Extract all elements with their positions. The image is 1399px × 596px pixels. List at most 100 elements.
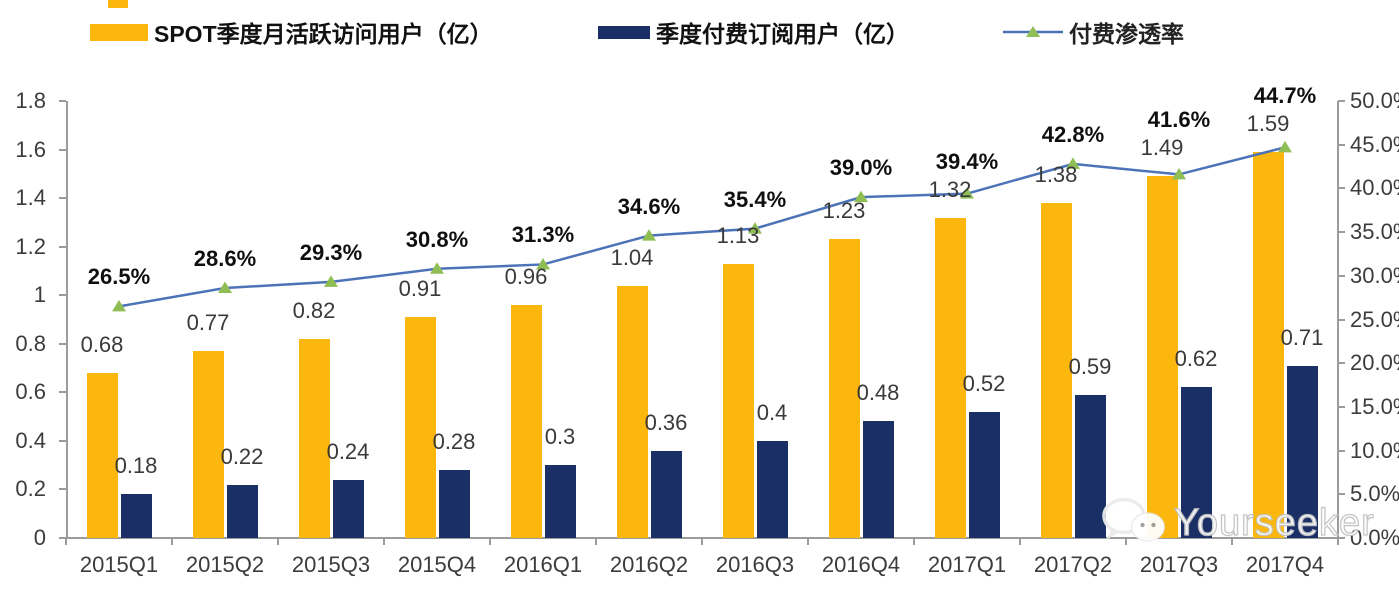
subscribers-bar (544, 465, 576, 538)
y-axis-tick-mark (59, 439, 66, 442)
right-axis-tick-mark (1338, 537, 1345, 539)
right-axis-tick-mark (1338, 405, 1345, 408)
subscribers-bar-label: 0.24 (326, 438, 370, 464)
x-axis-label: 2017Q4 (1245, 552, 1325, 577)
mau-legend-swatch (90, 23, 148, 41)
penetration-label: 31.3% (511, 222, 575, 248)
y-axis-tick-label: 1 (33, 282, 46, 308)
x-axis-tick-mark (913, 538, 915, 545)
x-axis-label: 2015Q1 (79, 552, 159, 577)
mau-bar-label: 0.82 (292, 297, 336, 323)
subscribers-bar (120, 494, 152, 538)
subscribers-bar-label: 0.36 (644, 409, 688, 435)
subscribers-bar-label: 0.62 (1174, 346, 1218, 372)
mau-bar-label: 1.04 (610, 244, 654, 270)
subscribers-legend-label: 季度付费订阅用户（亿） (656, 21, 909, 47)
penetration-label: 44.7% (1253, 82, 1317, 108)
penetration-legend-label: 付费渗透率 (1069, 21, 1184, 47)
right-axis-tick-label: 30.0% (1350, 262, 1399, 288)
mau-bar-label: 1.38 (1034, 161, 1078, 187)
cropped-yellow-artifact (108, 0, 128, 8)
subscribers-bar-label: 0.52 (962, 370, 1006, 396)
subscribers-bar (756, 440, 788, 538)
mau-bar-label: 0.68 (80, 331, 124, 357)
subscribers-bar-label: 0.48 (856, 380, 900, 406)
x-axis-tick-mark (1231, 538, 1233, 545)
right-axis-tick-label: 35.0% (1350, 219, 1399, 245)
right-axis-tick-mark (1338, 449, 1345, 452)
right-axis-tick-mark (1338, 231, 1345, 234)
mau-bar (616, 285, 648, 538)
y-axis-tick-mark (59, 148, 66, 151)
right-axis-tick-mark (1338, 274, 1345, 277)
right-axis-tick-mark (1338, 100, 1345, 102)
y-axis-tick-mark (59, 342, 66, 345)
x-axis-label: 2016Q4 (821, 552, 901, 577)
right-axis-tick-mark (1338, 362, 1345, 365)
mau-bar-label: 1.13 (716, 222, 760, 248)
subscribers-bar-label: 0.3 (544, 424, 576, 450)
x-axis-label: 2017Q1 (927, 552, 1007, 577)
y-axis-tick-label: 0.2 (15, 476, 46, 502)
subscribers-bar-label: 0.4 (756, 399, 788, 425)
y-axis-tick-label: 1.4 (15, 185, 46, 211)
penetration-label: 28.6% (193, 246, 257, 272)
x-axis-label: 2015Q3 (291, 552, 371, 577)
legend-item-penetration: 付费渗透率 (1003, 18, 1184, 47)
subscribers-bar-label: 0.28 (432, 429, 476, 455)
mau-bar (722, 263, 754, 538)
x-axis-tick-mark (383, 538, 385, 545)
y-axis-tick-mark (59, 197, 66, 200)
mau-bar-label: 1.32 (928, 176, 972, 202)
right-axis-tick-mark (1338, 187, 1345, 190)
subscribers-bar-label: 0.71 (1280, 324, 1324, 350)
mau-bar-label: 1.23 (822, 198, 866, 224)
right-axis-tick-mark (1338, 493, 1345, 496)
line-triangle-legend-swatch (1003, 26, 1063, 37)
mau-bar (404, 317, 436, 538)
mau-bar (86, 372, 118, 538)
x-axis-label: 2016Q1 (503, 552, 583, 577)
x-axis-label: 2015Q2 (185, 552, 265, 577)
y-axis-tick-label: 1.6 (15, 136, 46, 162)
subscribers-bar (226, 484, 258, 538)
y-axis-tick-mark (59, 245, 66, 248)
penetration-label: 39.0% (829, 155, 893, 181)
y-axis-tick-label: 1.8 (15, 88, 46, 113)
legend-item-mau: SPOT季度月活跃访问用户（亿） (90, 18, 493, 47)
right-axis-tick-label: 20.0% (1350, 350, 1399, 376)
subscribers-legend-swatch (598, 25, 650, 39)
right-axis-tick-mark (1338, 318, 1345, 321)
right-axis-tick-label: 40.0% (1350, 175, 1399, 201)
x-axis-tick-mark (489, 538, 491, 545)
subscribers-bar (650, 450, 682, 538)
right-axis-tick-label: 10.0% (1350, 437, 1399, 463)
right-axis-tick-mark (1338, 143, 1345, 146)
y-axis-tick-mark (59, 391, 66, 394)
x-axis-label: 2017Q2 (1033, 552, 1113, 577)
x-axis-label: 2015Q4 (397, 552, 477, 577)
right-axis-tick-label: 0.0% (1350, 525, 1399, 550)
penetration-label: 35.4% (723, 186, 787, 212)
x-axis-tick-mark (171, 538, 173, 545)
x-axis-tick-mark (65, 538, 67, 545)
penetration-label: 30.8% (405, 226, 469, 252)
mau-bar-label: 0.77 (186, 310, 230, 336)
penetration-label: 39.4% (935, 148, 999, 174)
penetration-label: 34.6% (617, 193, 681, 219)
penetration-label: 26.5% (87, 264, 151, 290)
y-axis-tick-mark (59, 294, 66, 297)
y-axis-tick-label: 1.2 (15, 233, 46, 259)
x-axis-label: 2016Q3 (715, 552, 795, 577)
right-axis-tick-label: 25.0% (1350, 306, 1399, 332)
mau-bar-label: 0.91 (398, 276, 442, 302)
mau-bar-label: 0.96 (504, 263, 548, 289)
subscribers-bar-label: 0.18 (114, 453, 158, 479)
right-axis-tick-label: 50.0% (1350, 88, 1399, 113)
subscribers-bar (862, 421, 894, 538)
mau-legend-label: SPOT季度月活跃访问用户（亿） (154, 21, 493, 47)
subscribers-bar (1074, 394, 1106, 538)
y-axis-tick-mark (59, 537, 66, 539)
